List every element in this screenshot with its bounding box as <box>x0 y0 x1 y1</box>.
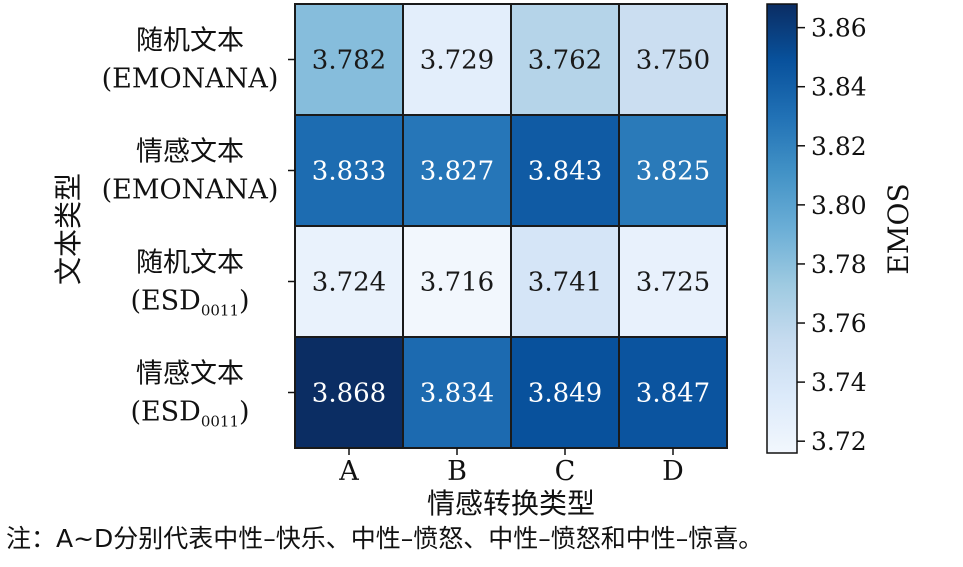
cell-value-label: 3.833 <box>312 157 386 187</box>
footnote: 注：A~D分别代表中性–快乐、中性–愤怒、中性–愤怒和中性–惊喜。 <box>6 524 764 553</box>
cell-value-label: 3.849 <box>528 379 602 409</box>
cell-value-label: 3.825 <box>636 157 710 187</box>
cell-value-label: 3.729 <box>420 46 494 76</box>
x-tick-label: C <box>555 456 576 487</box>
heatmap-cells: 3.782 3.729 3.762 3.750 3.833 3.827 3.843 3.825… <box>294 3 728 449</box>
cell-value-label: 3.847 <box>636 379 710 409</box>
cell-value-label: 3.724 <box>312 268 386 298</box>
colorbar-tick-label: 3.84 <box>811 73 867 102</box>
cell-value-label: 3.868 <box>312 379 386 409</box>
cell-value-label: 3.782 <box>312 46 386 76</box>
x-axis-title: 情感转换类型 <box>427 487 595 520</box>
colorbar-tick-label: 3.86 <box>811 14 867 43</box>
heatmap-cell <box>402 114 512 227</box>
y-tick-label: 情感文本 <box>136 137 244 168</box>
cell-value-label: 3.834 <box>420 379 494 409</box>
colorbar-tick-label: 3.76 <box>811 309 867 338</box>
heatmap-cell <box>618 225 728 338</box>
x-tick-label: A <box>338 456 359 487</box>
cell-value-label: 3.762 <box>528 46 602 76</box>
heatmap-cell <box>294 3 404 116</box>
colorbar-tick-label: 3.80 <box>811 191 867 220</box>
heatmap-cell <box>618 336 728 449</box>
cell-value-label: 3.716 <box>420 268 494 298</box>
heatmap-cell <box>402 225 512 338</box>
cell-value-label: 3.843 <box>528 157 602 187</box>
heatmap-cell <box>618 3 728 116</box>
y-tick-label: 随机文本 <box>136 248 244 279</box>
cell-value-label: 3.827 <box>420 157 494 187</box>
colorbar-ticks: 3.72 3.74 3.76 3.78 3.80 3.82 3.84 3.86 <box>797 14 867 456</box>
heatmap-cell <box>402 3 512 116</box>
y-tick-label-sub: (ESD0011) <box>130 397 249 431</box>
heatmap-cell <box>618 114 728 227</box>
y-tick-label-sub: (EMONANA) <box>102 175 279 206</box>
colorbar-tick-label: 3.78 <box>811 250 867 279</box>
y-tick-labels: 随机文本 (EMONANA) 情感文本 (EMONANA) 随机文本 (ESD0011) 情… <box>102 26 295 431</box>
y-tick-label: 情感文本 <box>136 359 244 390</box>
colorbar-tick-label: 3.74 <box>811 368 867 397</box>
y-tick-label-sub: (EMONANA) <box>102 64 279 95</box>
heatmap-cell <box>510 3 620 116</box>
y-tick-label-sub: (ESD0011) <box>130 286 249 320</box>
y-axis-title: 文本类型 <box>52 173 85 285</box>
colorbar-title: EMOS <box>882 183 915 274</box>
cell-value-label: 3.750 <box>636 46 710 76</box>
colorbar <box>766 3 798 454</box>
colorbar-tick-label: 3.72 <box>811 427 867 456</box>
x-tick-labels: A B C D <box>338 448 684 487</box>
cell-value-label: 3.741 <box>528 268 602 298</box>
x-tick-label: B <box>447 456 467 487</box>
colorbar-tick-label: 3.82 <box>811 132 867 161</box>
heatmap-cell <box>402 336 512 449</box>
cell-value-label: 3.725 <box>636 268 710 298</box>
x-tick-label: D <box>662 456 684 487</box>
y-tick-label: 随机文本 <box>136 26 244 57</box>
